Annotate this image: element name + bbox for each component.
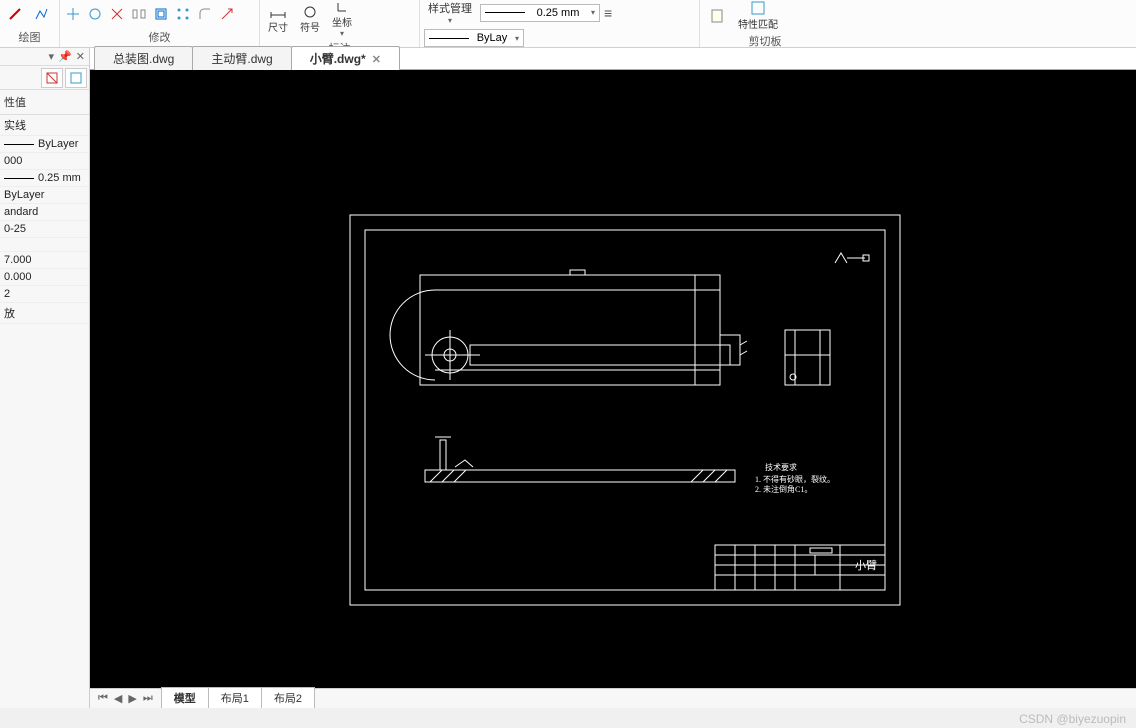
prop-row[interactable]: 7.000 bbox=[0, 252, 89, 269]
prop-row[interactable]: 放 bbox=[0, 303, 89, 324]
file-tabs: 总装图.dwg 主动臂.dwg 小臂.dwg*✕ bbox=[90, 48, 1136, 70]
layout-tab-layout2[interactable]: 布局2 bbox=[261, 687, 315, 708]
linetype-preview-icon bbox=[429, 38, 469, 39]
linetype-value: ByLay bbox=[477, 32, 508, 44]
filter-button-1[interactable] bbox=[41, 68, 63, 88]
prop-row[interactable]: 000 bbox=[0, 153, 89, 170]
main-area: ▾ 📌 ✕ 性值 实线 ByLayer 000 0.25 mm ByLayer … bbox=[0, 48, 1136, 708]
file-tab[interactable]: 主动臂.dwg bbox=[192, 46, 291, 70]
panel-header: ▾ 📌 ✕ bbox=[0, 48, 89, 66]
notes-line1: 1. 不得有砂眼，裂纹。 bbox=[755, 474, 835, 484]
ribbon-group-label: 绘图 bbox=[4, 27, 55, 45]
mirror-icon[interactable] bbox=[130, 5, 148, 23]
prop-row[interactable]: 0.000 bbox=[0, 269, 89, 286]
nav-last-icon[interactable]: ⏭ bbox=[141, 692, 155, 705]
watermark-text: CSDN @biyezuopin bbox=[1019, 712, 1126, 726]
ribbon-group-modify: 修改 bbox=[60, 0, 260, 47]
ribbon-group-annotate: 尺寸 符号 坐标▾ 标注 bbox=[260, 0, 420, 47]
layout-tab-model[interactable]: 模型 bbox=[161, 687, 209, 708]
nav-first-icon[interactable]: ⏮ bbox=[96, 692, 110, 705]
close-icon[interactable]: ✕ bbox=[76, 50, 85, 63]
line-tool-button[interactable] bbox=[4, 7, 26, 21]
panel-filter-row bbox=[0, 66, 89, 90]
nav-next-icon[interactable]: ▶ bbox=[126, 692, 138, 705]
prop-row[interactable]: 实线 bbox=[0, 115, 89, 136]
prop-row[interactable]: 2 bbox=[0, 286, 89, 303]
lineweight-preview-icon bbox=[485, 12, 525, 13]
part-name: 小臂 bbox=[855, 559, 877, 572]
prop-row[interactable]: ByLayer bbox=[0, 136, 89, 153]
lineweight-dropdown[interactable]: 0.25 mm ▾ bbox=[480, 4, 600, 22]
panel-section-title: 性值 bbox=[0, 90, 89, 115]
tab-nav-buttons: ⏮ ◀ ▶ ⏭ bbox=[90, 692, 161, 705]
autohide-icon[interactable]: ▾ bbox=[49, 50, 55, 63]
filter-button-2[interactable] bbox=[65, 68, 87, 88]
prop-row[interactable]: 0.25 mm bbox=[0, 170, 89, 187]
polyline-tool-button[interactable] bbox=[30, 7, 52, 21]
chevron-down-icon: ▾ bbox=[515, 34, 519, 43]
ribbon-group-label: 剪切板 bbox=[704, 31, 826, 49]
lineweight-value: 0.25 mm bbox=[537, 7, 580, 19]
prop-row[interactable]: andard bbox=[0, 204, 89, 221]
array-icon[interactable] bbox=[174, 5, 192, 23]
style-manager-button[interactable]: 样式管理▾ bbox=[424, 0, 476, 25]
trim-icon[interactable] bbox=[108, 5, 126, 23]
symbol-button[interactable]: 符号 bbox=[296, 5, 324, 34]
ribbon-group-properties: 样式管理▾ 0.25 mm ▾ ≡ ByLay ▾ 特性 bbox=[420, 0, 700, 47]
file-tab-active[interactable]: 小臂.dwg*✕ bbox=[291, 46, 400, 70]
ribbon-group-draw: 绘图 bbox=[0, 0, 60, 47]
dimension-button[interactable]: 尺寸 bbox=[264, 5, 292, 34]
fillet-icon[interactable] bbox=[196, 5, 214, 23]
linetype-icon[interactable]: ≡ bbox=[604, 5, 612, 21]
offset-icon[interactable] bbox=[152, 5, 170, 23]
ribbon-group-clipboard: 特性匹配 剪切板 bbox=[700, 0, 830, 47]
file-tab[interactable]: 总装图.dwg bbox=[94, 46, 193, 70]
rotate-icon[interactable] bbox=[86, 5, 104, 23]
scale-icon[interactable] bbox=[218, 5, 236, 23]
layout-tab-layout1[interactable]: 布局1 bbox=[208, 687, 262, 708]
dropdown-arrow-icon: ▾ bbox=[340, 29, 344, 38]
move-icon[interactable] bbox=[64, 5, 82, 23]
nav-prev-icon[interactable]: ◀ bbox=[112, 692, 124, 705]
model-canvas[interactable]: 技术要求 1. 不得有砂眼，裂纹。 2. 未注倒角C1。 bbox=[90, 70, 1136, 688]
drawing-area: 总装图.dwg 主动臂.dwg 小臂.dwg*✕ bbox=[90, 48, 1136, 708]
prop-row[interactable]: ByLayer bbox=[0, 187, 89, 204]
close-tab-icon[interactable]: ✕ bbox=[372, 54, 381, 66]
chevron-down-icon: ▾ bbox=[591, 8, 595, 17]
drawing-svg: 技术要求 1. 不得有砂眼，裂纹。 2. 未注倒角C1。 bbox=[90, 70, 1136, 688]
prop-row[interactable]: 0-25 bbox=[0, 221, 89, 238]
notes-title: 技术要求 bbox=[765, 462, 797, 472]
notes-line2: 2. 未注倒角C1。 bbox=[755, 484, 812, 494]
ribbon: 绘图 修改 尺寸 符号 坐标▾ 标注 样式管理▾ 0.25 mm ▾ bbox=[0, 0, 1136, 48]
properties-panel: ▾ 📌 ✕ 性值 实线 ByLayer 000 0.25 mm ByLayer … bbox=[0, 48, 90, 708]
match-prop-button[interactable]: 特性匹配 bbox=[734, 0, 782, 31]
prop-row[interactable] bbox=[0, 238, 89, 252]
pin-icon[interactable]: 📌 bbox=[58, 50, 72, 63]
ribbon-group-label: 修改 bbox=[64, 27, 255, 45]
paste-button[interactable] bbox=[704, 7, 730, 25]
coord-button[interactable]: 坐标▾ bbox=[328, 0, 356, 38]
layout-tabs: ⏮ ◀ ▶ ⏭ 模型 布局1 布局2 bbox=[90, 688, 1136, 708]
linetype-dropdown[interactable]: ByLay ▾ bbox=[424, 29, 524, 47]
